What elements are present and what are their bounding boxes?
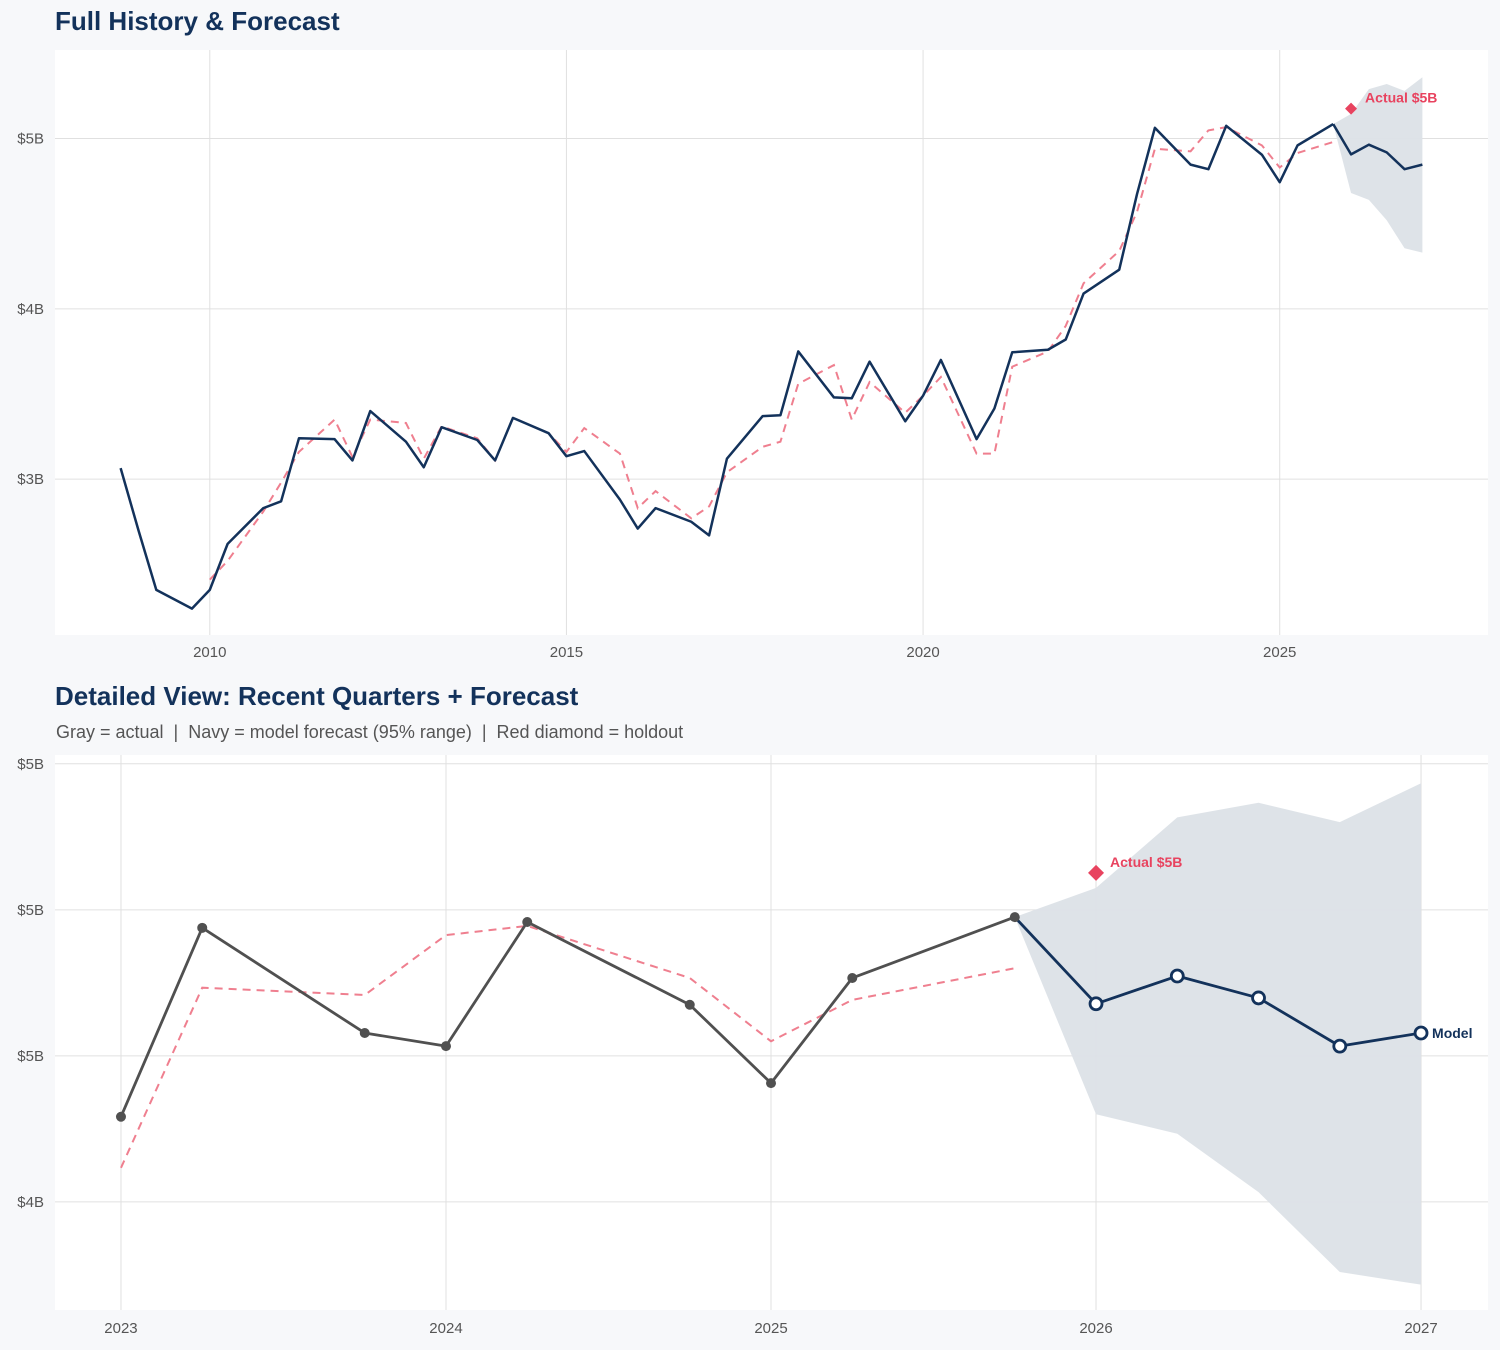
- x-tick-label: 2010: [193, 644, 226, 661]
- y-tick-label: $4B: [17, 1194, 44, 1211]
- holdout-label: Actual $5B: [1365, 90, 1437, 106]
- actual-point: [197, 922, 208, 933]
- x-tick-label: 2025: [754, 1320, 787, 1337]
- forecast-point: [1088, 996, 1104, 1012]
- holdout-diamond: [1088, 864, 1105, 881]
- actual-point: [766, 1078, 777, 1089]
- actual-point: [522, 916, 533, 927]
- chart-1: 2023 2024 2025 2026 2027 $4B $5B $5B $5B Model Act…: [17, 755, 1488, 1337]
- holdout-diamond: [1345, 102, 1358, 115]
- actual-point: [1009, 912, 1020, 923]
- x-tick-label: 2023: [104, 1320, 137, 1337]
- forecast-point: [1251, 990, 1266, 1006]
- forecast-point: [1169, 968, 1185, 984]
- actual-point: [684, 999, 695, 1010]
- y-tick-label: $5B: [17, 902, 44, 919]
- forecast-band: [1333, 77, 1423, 253]
- forecast-line: [1332, 123, 1423, 171]
- actual-point: [115, 1111, 126, 1122]
- actual-line: [119, 123, 1334, 610]
- chart-0: 2010 2015 2020 2025 $3B $4B $5B Actual $5B: [17, 50, 1488, 661]
- forecast-line: [1013, 916, 1422, 1048]
- bottom-chart-title: Detailed View: Recent Quarters + Forecas…: [55, 681, 579, 711]
- x-tick-label: 2025: [1263, 644, 1296, 661]
- y-tick-label: $5B: [17, 756, 44, 773]
- plot-area: [55, 50, 1488, 635]
- forecast-band: [1014, 783, 1422, 1285]
- forecast-label: Model: [1432, 1025, 1472, 1041]
- x-tick-label: 2020: [906, 644, 939, 661]
- y-tick-label: $4B: [17, 301, 44, 318]
- holdout-label: Actual $5B: [1110, 854, 1182, 870]
- actual-point: [847, 972, 858, 983]
- x-tick-label: 2027: [1404, 1320, 1437, 1337]
- forecast-point: [1413, 1025, 1429, 1041]
- bottom-chart-subtitle: Gray = actual | Navy = model forecast (9…: [56, 722, 684, 742]
- x-tick-label: 2015: [550, 644, 583, 661]
- top-chart-title: Full History & Forecast: [55, 6, 340, 36]
- y-tick-label: $5B: [17, 1048, 44, 1065]
- x-tick-label: 2026: [1079, 1320, 1112, 1337]
- y-tick-label: $3B: [17, 471, 44, 488]
- actual-point: [359, 1027, 370, 1038]
- actual-point: [440, 1041, 451, 1052]
- forecast-point: [1332, 1038, 1348, 1054]
- x-tick-label: 2024: [429, 1320, 462, 1337]
- y-tick-label: $5B: [17, 131, 44, 148]
